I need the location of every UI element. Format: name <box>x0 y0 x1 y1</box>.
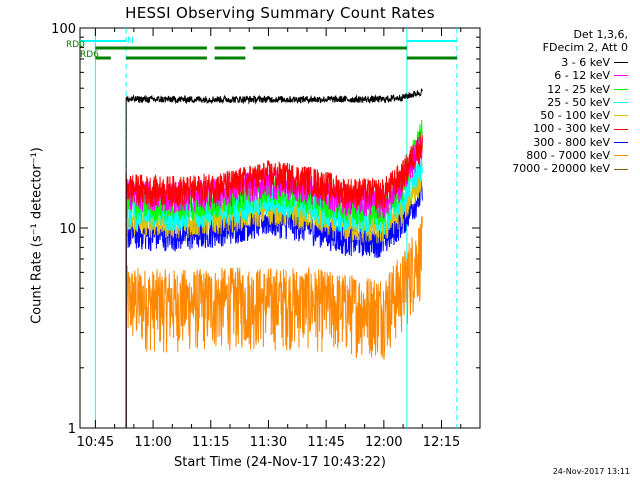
y-tick-label: 100 <box>51 22 76 37</box>
chart-title: HESSI Observing Summary Count Rates <box>125 4 435 22</box>
legend-item: 25 - 50 keV <box>512 96 628 109</box>
series-line-0 <box>125 87 423 428</box>
legend-item: 100 - 300 keV <box>512 122 628 135</box>
y-tick-label: 1 <box>68 422 76 437</box>
flag-label-n: N <box>127 36 134 46</box>
legend-swatch <box>614 75 628 77</box>
legend-item: 3 - 6 keV <box>512 56 628 69</box>
legend-header-line-1: Det 1,3,6, <box>573 28 628 41</box>
legend-item: 6 - 12 keV <box>512 69 628 82</box>
legend-header-line-2: FDecim 2, Att 0 <box>542 41 628 54</box>
legend-swatch <box>614 62 628 64</box>
legend-label: 6 - 12 keV <box>554 69 610 83</box>
legend-item: 800 - 7000 keV <box>512 149 628 162</box>
legend-label: 3 - 6 keV <box>561 56 610 69</box>
legend-label: 7000 - 20000 keV <box>512 162 610 176</box>
legend-item: 7000 - 20000 keV <box>512 162 628 175</box>
legend-label: 12 - 25 keV <box>547 82 610 96</box>
series-line-5 <box>125 132 423 428</box>
x-tick-label: 12:00 <box>365 435 402 450</box>
x-tick-label: 11:30 <box>250 435 287 450</box>
legend-header: Det 1,3,6, FDecim 2, Att 0 <box>543 28 628 54</box>
legend: 3 - 6 keV 6 - 12 keV 12 - 25 keV 25 - 50 ke… <box>512 56 628 176</box>
x-axis-label: Start Time (24-Nov-17 10:43:22) <box>174 455 386 470</box>
legend-swatch <box>614 88 628 90</box>
x-tick-label: 11:45 <box>307 435 344 450</box>
legend-swatch <box>614 102 628 104</box>
x-tick-label: 11:15 <box>192 435 229 450</box>
flag-label-rd6: RD6 <box>80 50 99 60</box>
x-tick-label: 11:00 <box>134 435 171 450</box>
legend-item: 50 - 100 keV <box>512 109 628 122</box>
series-line-7 <box>125 216 423 428</box>
flag-label-rd0: RD0 <box>66 40 85 50</box>
legend-label: 800 - 7000 keV <box>526 149 610 163</box>
legend-label: 300 - 800 keV <box>533 135 610 149</box>
series-line-2 <box>125 120 423 428</box>
legend-item: 300 - 800 keV <box>512 136 628 149</box>
legend-label: 25 - 50 keV <box>547 95 610 109</box>
legend-swatch <box>614 141 628 143</box>
timestamp: 24-Nov-2017 13:11 <box>552 467 630 476</box>
legend-item: 12 - 25 keV <box>512 83 628 96</box>
y-axis-label: Count Rate (s⁻¹ detector⁻¹) <box>29 147 45 324</box>
legend-label: 50 - 100 keV <box>540 109 610 123</box>
legend-swatch <box>614 155 628 157</box>
y-tick-label: 10 <box>59 222 76 237</box>
x-tick-label: 10:45 <box>77 435 114 450</box>
x-tick-label: 12:15 <box>423 435 460 450</box>
legend-swatch <box>614 115 628 117</box>
legend-swatch <box>614 168 628 170</box>
legend-swatch <box>614 128 628 130</box>
legend-label: 100 - 300 keV <box>533 122 610 136</box>
